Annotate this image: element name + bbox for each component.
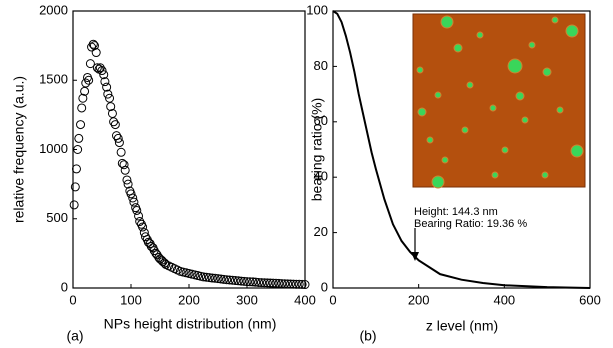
x-tick-label: 0 bbox=[69, 292, 76, 307]
annotation: Bearing Ratio: 19.36 % bbox=[414, 218, 527, 230]
panel-label: (a) bbox=[66, 328, 83, 344]
x-axis-label: NPs height distribution (nm) bbox=[104, 316, 277, 332]
point bbox=[111, 121, 119, 129]
annotation: Height: 144.3 nm bbox=[414, 206, 498, 218]
x-axis-label: z level (nm) bbox=[426, 318, 498, 334]
y-tick-label: 1500 bbox=[39, 72, 68, 87]
x-tick-label: 200 bbox=[178, 292, 200, 307]
plot-frame bbox=[73, 11, 305, 288]
x-tick-label: 100 bbox=[120, 292, 142, 307]
x-tick-label: 300 bbox=[236, 292, 258, 307]
point bbox=[121, 166, 129, 174]
y-tick-label: 0 bbox=[61, 279, 68, 294]
point bbox=[110, 118, 118, 126]
panel-label: (b) bbox=[359, 328, 376, 344]
y-axis-label: relative frequency (a.u.) bbox=[11, 76, 27, 223]
point bbox=[72, 165, 80, 173]
y-tick-label: 1000 bbox=[39, 141, 68, 156]
x-tick-label: 0 bbox=[329, 292, 336, 307]
point bbox=[135, 212, 143, 220]
x-tick-label: 400 bbox=[493, 292, 515, 307]
x-tick-label: 400 bbox=[294, 292, 316, 307]
x-tick-label: 200 bbox=[408, 292, 430, 307]
point bbox=[70, 201, 78, 209]
y-tick-label: 80 bbox=[314, 58, 328, 73]
afm-inset bbox=[413, 14, 585, 188]
point bbox=[78, 104, 86, 112]
figure: 01002003004000500100015002000NPs height … bbox=[0, 0, 613, 348]
inset-image bbox=[413, 14, 585, 187]
y-tick-label: 100 bbox=[306, 2, 328, 17]
point bbox=[120, 161, 128, 169]
y-tick-label: 20 bbox=[314, 224, 328, 239]
x-tick-label: 600 bbox=[579, 292, 601, 307]
point bbox=[77, 121, 85, 129]
point bbox=[133, 206, 141, 214]
point bbox=[75, 134, 83, 142]
y-tick-label: 0 bbox=[321, 279, 328, 294]
point bbox=[117, 148, 125, 156]
y-tick-label: 500 bbox=[46, 210, 68, 225]
y-tick-label: 2000 bbox=[39, 2, 68, 17]
y-axis-label: bearing ratio (%) bbox=[309, 98, 325, 202]
